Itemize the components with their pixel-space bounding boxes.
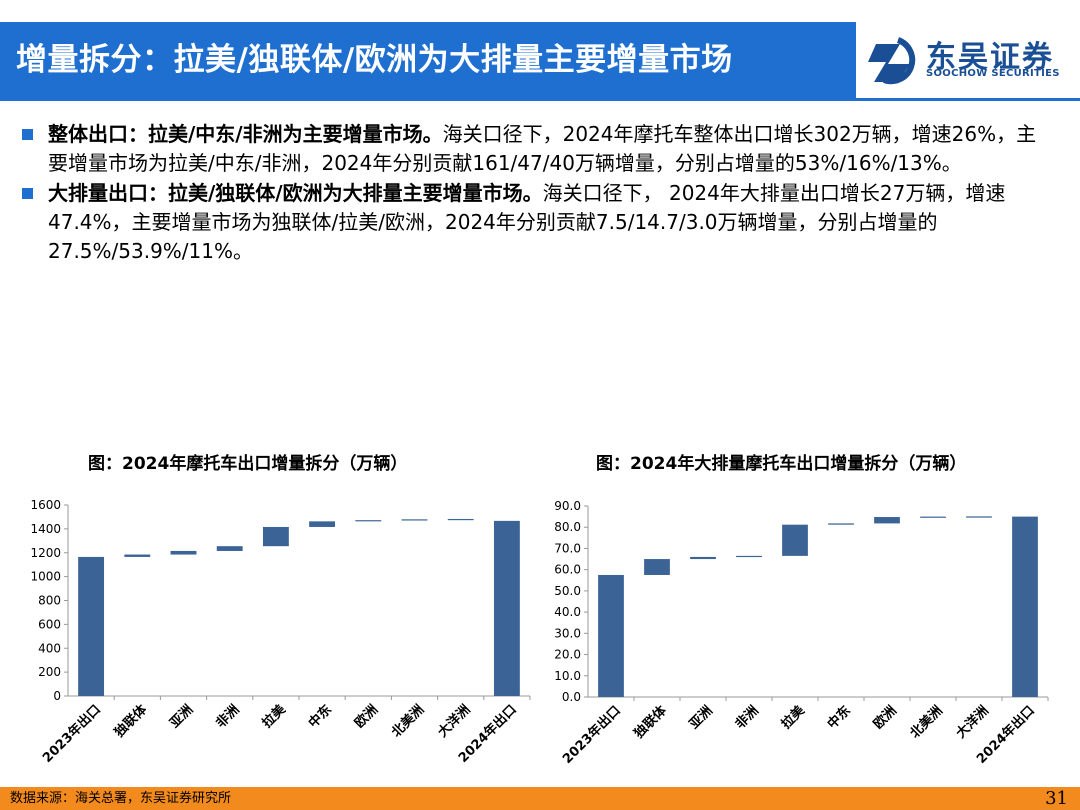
data-source: 数据来源：海关总署，东吴证券研究所 (10, 791, 232, 806)
waterfall-bar (216, 546, 243, 551)
y-tick-label: 600 (38, 617, 61, 631)
y-tick-label: 50.0 (554, 584, 581, 598)
x-category-label: 中东 (824, 703, 854, 733)
footer-bar: 数据来源：海关总署，东吴证券研究所 31 (0, 787, 1080, 810)
bullet-square-icon (22, 188, 33, 199)
bullet-body: 海关口径下，2024年摩托车整体出口增长302万辆，增速26%，主要增量市场为拉… (48, 122, 1037, 175)
y-tick-label: 800 (38, 594, 61, 608)
y-tick-label: 90.0 (554, 499, 581, 513)
chart-1-title: 图：2024年摩托车出口增量拆分（万辆） (88, 454, 408, 474)
x-category-label: 亚洲 (687, 703, 716, 732)
company-logo: 东吴证券 SOOCHOW SECURITIES (862, 30, 1072, 90)
x-category-label: 欧洲 (351, 702, 381, 732)
y-tick-label: 10.0 (554, 669, 581, 683)
y-tick-label: 60.0 (554, 563, 581, 577)
y-tick-label: 1000 (30, 570, 61, 584)
bullet-large-displacement-export: 大排量出口：拉美/独联体/欧洲为大排量主要增量市场。海关口径下， 2024年大排… (22, 179, 1052, 266)
bullet-square-icon (22, 129, 33, 140)
waterfall-bar (401, 519, 428, 521)
soochow-logo-icon (868, 37, 916, 85)
y-tick-label: 400 (38, 641, 61, 655)
x-category-label: 非洲 (732, 703, 762, 733)
waterfall-bar (736, 555, 762, 558)
y-tick-label: 40.0 (554, 605, 581, 619)
bullet-body: 海关口径下， 2024年大排量出口增长27万辆，增速47.4%，主要增量市场为独… (48, 181, 1006, 263)
y-tick-label: 1400 (30, 522, 61, 536)
chart-large-displacement-waterfall: 0.0 10.0 20.0 30.0 40.0 50.0 60.0 70.0 80.0 90.0 2… (554, 499, 1049, 767)
logo-english-name: SOOCHOW SECURITIES (926, 68, 1060, 79)
y-tick-label: 20.0 (554, 648, 581, 662)
x-category-label: 非洲 (213, 702, 243, 732)
waterfall-bar (309, 521, 336, 527)
x-category-label: 欧洲 (870, 703, 900, 733)
x-category-label: 2023年出口 (39, 702, 103, 766)
x-category-label: 大洋洲 (953, 703, 992, 742)
title-bar: 增量拆分：拉美/独联体/欧洲为大排量主要增量市场 (0, 22, 856, 98)
waterfall-bar (1012, 516, 1038, 697)
title-divider (0, 98, 1080, 101)
waterfall-bar (447, 518, 474, 521)
y-tick-label: 0.0 (562, 690, 581, 704)
waterfall-bar (493, 520, 520, 696)
waterfall-bar (690, 556, 716, 560)
y-tick-label: 70.0 (554, 541, 581, 555)
x-category-label: 2023年出口 (559, 703, 623, 767)
waterfall-bar (78, 556, 105, 696)
x-category-label: 大洋洲 (435, 702, 474, 741)
y-tick-label: 30.0 (554, 626, 581, 640)
waterfall-bar (598, 574, 624, 697)
x-category-label: 独联体 (631, 702, 671, 742)
x-category-label: 独联体 (111, 701, 151, 741)
x-category-label: 亚洲 (167, 702, 196, 731)
bullet-list: 整体出口：拉美/中东/非洲为主要增量市场。海关口径下，2024年摩托车整体出口增… (22, 120, 1052, 267)
x-category-label: 中东 (305, 702, 335, 732)
y-tick-label: 0 (53, 689, 61, 703)
waterfall-bar (355, 520, 382, 522)
y-tick-label: 1600 (30, 498, 61, 512)
waterfall-bar (828, 523, 854, 525)
y-tick-label: 1200 (30, 546, 61, 560)
y-tick-label: 80.0 (554, 520, 581, 534)
x-category-label: 北美洲 (388, 702, 427, 741)
x-category-label: 拉美 (778, 702, 808, 732)
waterfall-bar (782, 524, 808, 556)
bullet-overall-export: 整体出口：拉美/中东/非洲为主要增量市场。海关口径下，2024年摩托车整体出口增… (22, 120, 1052, 178)
waterfall-bar (170, 550, 197, 555)
x-category-label: 北美洲 (907, 703, 946, 742)
waterfall-bar (966, 516, 992, 518)
chart-total-export-waterfall: 0 200 400 600 800 1000 1200 1400 1600 2023年出口 独联体亚… (30, 498, 531, 766)
waterfall-bar (262, 526, 289, 547)
page-title: 增量拆分：拉美/独联体/欧洲为大排量主要增量市场 (16, 42, 733, 78)
waterfall-bar (644, 559, 670, 575)
logo-chinese-name: 东吴证券 (926, 40, 1054, 75)
waterfall-bar (920, 516, 946, 518)
bullet-heading: 大排量出口：拉美/独联体/欧洲为大排量主要增量市场。 (48, 181, 543, 205)
waterfall-bar (874, 517, 900, 524)
bullet-heading: 整体出口：拉美/中东/非洲为主要增量市场。 (48, 122, 443, 146)
waterfall-bar (124, 554, 151, 557)
y-tick-label: 200 (38, 665, 61, 679)
page-number: 31 (1045, 788, 1068, 809)
chart-2-title: 图：2024年大排量摩托车出口增量拆分（万辆） (596, 454, 967, 474)
x-category-label: 拉美 (259, 701, 289, 731)
